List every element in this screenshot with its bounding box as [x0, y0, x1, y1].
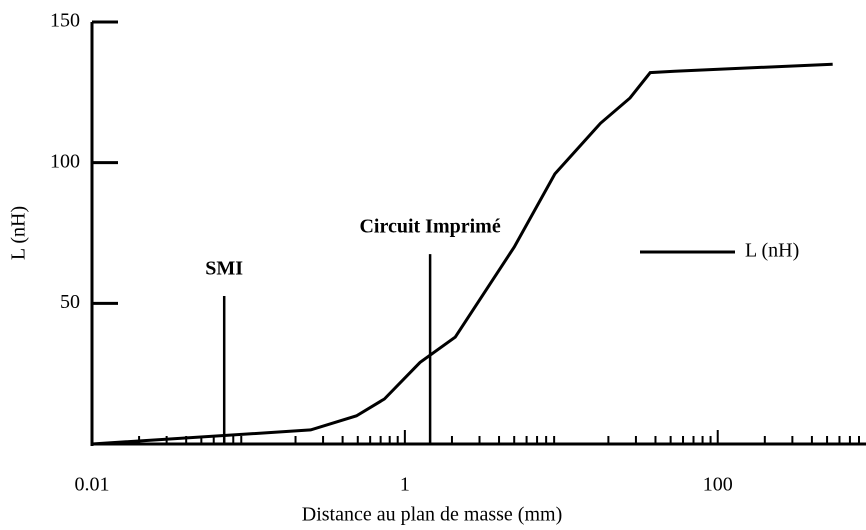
- annotation-label: Circuit Imprimé: [359, 216, 500, 238]
- y-tick-label: 50: [60, 291, 80, 313]
- x-tick-label: 1: [400, 474, 410, 496]
- annotation-label: SMI: [205, 258, 243, 280]
- x-axis-label: Distance au plan de masse (mm): [302, 504, 562, 526]
- y-axis-label: L (nH): [8, 206, 30, 260]
- y-tick-label: 150: [50, 10, 80, 32]
- data-line: [91, 62, 833, 446]
- y-tick-label: 100: [50, 150, 80, 172]
- x-tick-label: 100: [703, 474, 733, 496]
- x-tick-label: 0.01: [75, 474, 110, 496]
- legend-label: L (nH): [745, 240, 799, 262]
